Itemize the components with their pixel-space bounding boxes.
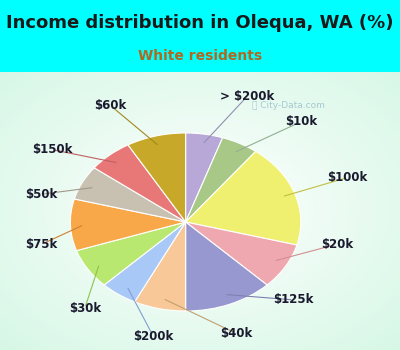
Wedge shape xyxy=(135,222,186,311)
Wedge shape xyxy=(186,222,297,285)
Text: ⓘ City-Data.com: ⓘ City-Data.com xyxy=(252,101,324,110)
Text: $60k: $60k xyxy=(94,99,126,112)
Text: $75k: $75k xyxy=(26,238,58,251)
Text: $40k: $40k xyxy=(220,327,252,340)
Text: $10k: $10k xyxy=(285,116,317,128)
Text: White residents: White residents xyxy=(138,49,262,63)
Text: Income distribution in Olequa, WA (%): Income distribution in Olequa, WA (%) xyxy=(6,14,394,32)
Wedge shape xyxy=(70,199,186,251)
Wedge shape xyxy=(104,222,186,302)
Text: $150k: $150k xyxy=(32,143,72,156)
Text: > $200k: > $200k xyxy=(220,90,274,103)
Text: $20k: $20k xyxy=(321,238,353,251)
Wedge shape xyxy=(76,222,186,285)
Text: $125k: $125k xyxy=(274,293,314,306)
Wedge shape xyxy=(186,133,223,222)
Wedge shape xyxy=(186,222,267,311)
Text: $100k: $100k xyxy=(328,171,368,184)
Wedge shape xyxy=(74,168,186,222)
Wedge shape xyxy=(94,145,186,222)
Text: $50k: $50k xyxy=(26,188,58,201)
Wedge shape xyxy=(186,138,256,222)
Text: $200k: $200k xyxy=(133,330,173,343)
Wedge shape xyxy=(128,133,186,222)
Wedge shape xyxy=(186,151,301,245)
Text: $30k: $30k xyxy=(69,302,101,315)
